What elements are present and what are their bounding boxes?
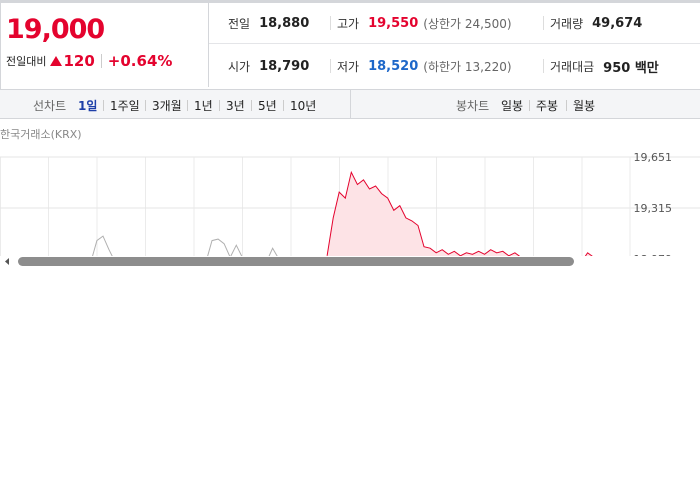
- chart-source: 한국거래소(KRX): [0, 128, 82, 141]
- stat-value: 18,520: [368, 58, 419, 74]
- stat-label: 거래대금: [550, 59, 595, 74]
- stat: 시가 18,790: [228, 56, 309, 76]
- change-amount: 120: [63, 52, 95, 70]
- divider: [543, 16, 544, 30]
- y-tick-label: 19,651: [634, 151, 673, 164]
- candle-tab[interactable]: 일봉: [501, 99, 524, 113]
- tab-separator: [219, 100, 220, 111]
- tab-separator: [187, 100, 188, 111]
- candle-tab[interactable]: 월봉: [573, 99, 596, 113]
- stat: 전일 18,880: [228, 13, 309, 33]
- tab-separator: [529, 100, 530, 111]
- tab-separator: [251, 100, 252, 111]
- divider: [543, 59, 544, 73]
- up-icon: [50, 56, 63, 66]
- price-box: 19,000 전일대비 120 +0.64%: [0, 0, 209, 87]
- divider: [330, 59, 331, 73]
- separator: [100, 54, 102, 68]
- stat-label: 시가: [228, 59, 251, 74]
- candle-tab[interactable]: 주봉: [536, 99, 559, 113]
- period-tab[interactable]: 5년: [258, 99, 277, 113]
- stat: 저가 18,520 (하한가 13,220): [337, 56, 512, 76]
- period-tab[interactable]: 1일: [78, 99, 98, 113]
- tab-separator: [103, 100, 104, 111]
- stat: 거래대금 950 백만: [550, 56, 659, 76]
- y-tick-label: 19,315: [634, 202, 673, 215]
- area: [327, 172, 630, 268]
- group-divider: [350, 90, 351, 119]
- row-divider: [209, 43, 700, 44]
- change-row: 전일대비 120 +0.64%: [6, 52, 172, 70]
- change-label: 전일대비: [6, 55, 47, 68]
- stat-value: 18,790: [259, 58, 310, 74]
- stat-label: 전일: [228, 16, 251, 31]
- stat-value: 49,674: [592, 15, 643, 31]
- stat: 거래량 49,674: [550, 13, 642, 33]
- period-tab[interactable]: 1주일: [110, 99, 140, 113]
- scroll-arrow-left: [5, 258, 9, 265]
- stat: 고가 19,550 (상한가 24,500): [337, 13, 512, 33]
- stat-value: 950 백만: [603, 60, 659, 76]
- stat-value: 19,550: [368, 15, 419, 31]
- period-tab[interactable]: 10년: [290, 99, 317, 113]
- chart-tabs: 선차트 1일 1주일 3개월 1년 3년 5년 10년 봉차트 일봉 주봉 월봉: [0, 89, 700, 119]
- stat-value: 18,880: [259, 15, 310, 31]
- tab-group-label: 선차트: [33, 99, 67, 113]
- stat-note: (상한가 24,500): [423, 16, 512, 31]
- tab-separator: [566, 100, 567, 111]
- tab-separator: [145, 100, 146, 111]
- stat-label: 거래량: [550, 16, 584, 31]
- change-rate: +0.64%: [107, 52, 173, 70]
- period-tab[interactable]: 1년: [194, 99, 213, 113]
- divider: [330, 16, 331, 30]
- tab-separator: [283, 100, 284, 111]
- period-tab[interactable]: 3년: [226, 99, 245, 113]
- stat-label: 저가: [337, 59, 360, 74]
- stat-note: (하한가 13,220): [423, 59, 512, 74]
- period-tab[interactable]: 3개월: [152, 99, 182, 113]
- scroll-thumb[interactable]: [18, 257, 574, 266]
- current-price: 19,000: [6, 14, 105, 45]
- stat-label: 고가: [337, 16, 360, 31]
- tab-group-label: 봉차트: [456, 99, 490, 113]
